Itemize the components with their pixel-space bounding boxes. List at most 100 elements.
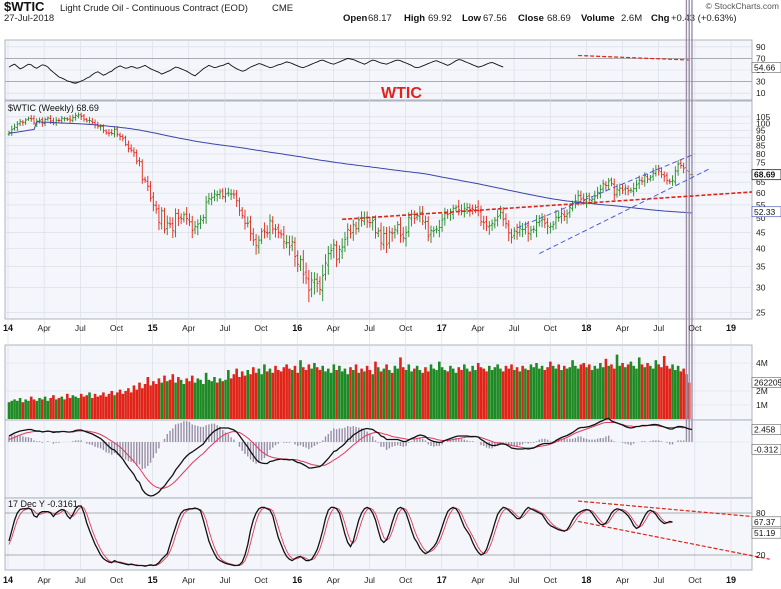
- volume-bar: [510, 364, 513, 419]
- volume-bar: [454, 372, 458, 419]
- volume-y-tick: 4M: [756, 358, 768, 368]
- stoch-y-tick: 20: [756, 550, 766, 560]
- volume-bar: [465, 368, 469, 419]
- x-tick-month: Apr: [182, 575, 195, 585]
- volume-bar: [235, 368, 238, 419]
- volume-bar: [152, 381, 155, 419]
- rsi-line: [8, 57, 504, 84]
- x-tick-month: Jul: [219, 575, 230, 585]
- volume-bar: [604, 358, 608, 419]
- volume-bar: [196, 378, 200, 419]
- volume-bar: [157, 378, 161, 419]
- volume-bar: [260, 374, 263, 419]
- stoch-k-line: [8, 505, 673, 567]
- volume-bar: [160, 382, 163, 419]
- volume-bar: [185, 378, 188, 419]
- volume-bar: [99, 395, 102, 419]
- price-y-tick: 55: [756, 200, 766, 210]
- volume-bar: [574, 365, 577, 419]
- volume-bar: [599, 363, 602, 419]
- x-tick-month: Oct: [110, 323, 124, 333]
- volume-bar: [560, 370, 563, 419]
- volume-bar: [57, 398, 61, 419]
- volume-bar: [474, 370, 477, 419]
- x-tick-month: Jul: [364, 323, 375, 333]
- volume-bar: [38, 398, 41, 419]
- volume-bar: [376, 367, 380, 419]
- price-y-tick: 35: [756, 262, 766, 272]
- volume-bar: [649, 365, 652, 419]
- price-y-tick: 25: [756, 307, 766, 317]
- gridlines: [5, 40, 752, 570]
- volume-bar: [282, 367, 286, 419]
- volume-bar: [163, 375, 166, 419]
- open-value: 68.17: [368, 13, 392, 24]
- volume-bar: [662, 356, 666, 419]
- rsi-last-box: [751, 62, 781, 73]
- volume-bar: [179, 379, 183, 419]
- volume-bar: [271, 372, 275, 419]
- volume-bar: [54, 399, 58, 419]
- x-tick-month: Apr: [38, 575, 51, 585]
- volume-bar: [210, 381, 213, 419]
- volume-bar: [601, 367, 605, 419]
- volume-bar: [124, 391, 127, 419]
- volume-bar: [471, 365, 474, 419]
- x-tick-month: Apr: [327, 575, 340, 585]
- price-y-tick: 95: [756, 125, 766, 135]
- volume-bar: [537, 368, 541, 419]
- volume-bar: [415, 365, 419, 419]
- x-tick-month: Apr: [38, 323, 51, 333]
- volume-bar: [16, 400, 19, 419]
- rsi-trendline: [578, 54, 692, 61]
- volume-bar: [349, 367, 352, 419]
- volume-bar: [299, 360, 302, 419]
- volume-bar: [643, 367, 647, 419]
- volume-bar: [326, 368, 330, 419]
- volume-bar: [379, 371, 383, 419]
- volume-bar: [596, 368, 599, 419]
- x-tick-month: Oct: [399, 323, 413, 333]
- volume-bar: [324, 371, 327, 419]
- volume-bar: [41, 399, 44, 419]
- volume-bar: [463, 364, 466, 419]
- x-tick-month: Apr: [471, 575, 484, 585]
- volume-bar: [526, 370, 530, 419]
- price-y-tick: 30: [756, 283, 766, 293]
- volume-bar: [612, 368, 616, 419]
- volume-bar: [149, 385, 152, 419]
- volume-bar: [252, 367, 255, 419]
- volume-bar: [637, 357, 641, 419]
- volume-bar: [446, 371, 449, 419]
- volume-bar: [363, 371, 366, 419]
- volume-bar: [290, 370, 294, 419]
- volume-bar: [626, 364, 630, 419]
- volume-label: Volume: [581, 13, 615, 24]
- volume-bar: [432, 368, 436, 419]
- volume-bar: [318, 370, 322, 419]
- volume-bar: [476, 363, 480, 419]
- volume-bar: [593, 365, 597, 419]
- stoch-d-last-value: 51.19: [754, 528, 776, 538]
- volume-bar: [651, 368, 655, 419]
- volume-bar: [154, 384, 158, 419]
- volume-bar: [610, 364, 613, 419]
- volume-bar: [310, 368, 313, 419]
- rsi-plot: [5, 54, 752, 84]
- volume-bar: [71, 395, 75, 419]
- exchange-label: CME: [272, 3, 293, 14]
- volume-bar: [668, 368, 672, 419]
- stoch-k-last-box: [751, 516, 781, 528]
- volume-bar: [27, 400, 30, 419]
- volume-bar: [129, 392, 133, 419]
- volume-bar: [79, 393, 83, 419]
- channel-upper-line: [516, 153, 695, 229]
- x-tick-month: Oct: [254, 575, 268, 585]
- x-tick-month: Jul: [653, 575, 664, 585]
- x-tick-year: 17: [437, 323, 447, 333]
- volume-bar: [338, 365, 341, 419]
- volume-bar: [546, 367, 549, 419]
- volume-bar: [329, 372, 333, 419]
- volume-bar: [496, 364, 499, 419]
- volume-bar: [549, 361, 552, 419]
